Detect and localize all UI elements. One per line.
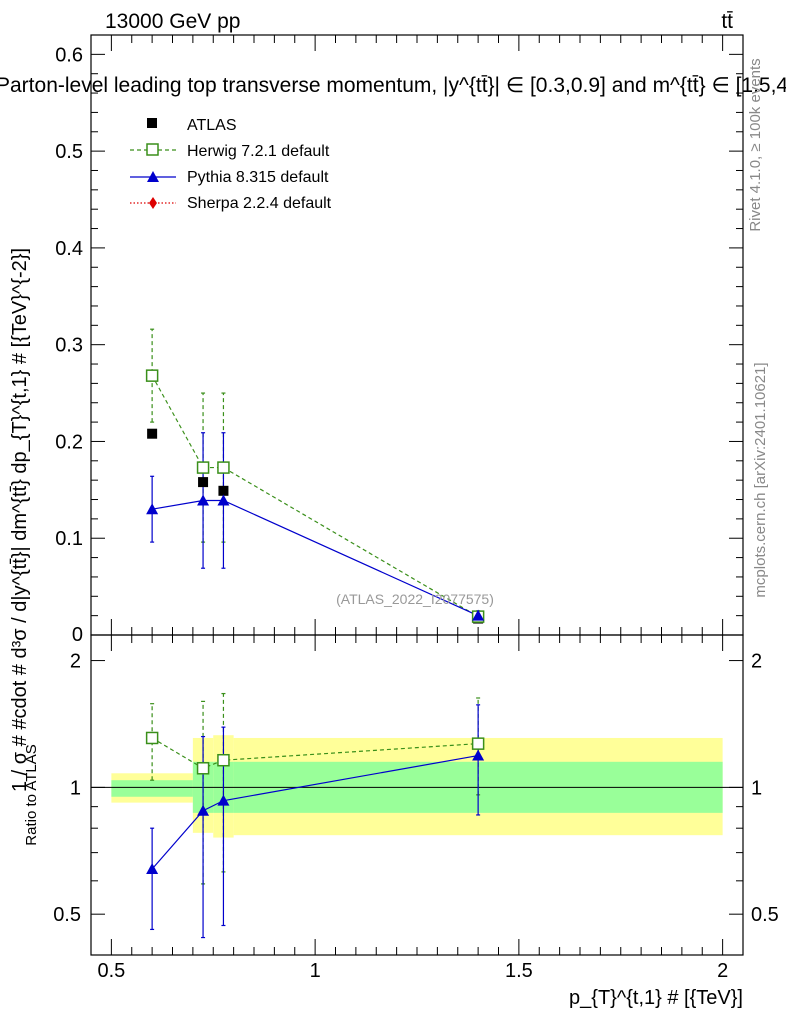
pythia-point bbox=[217, 494, 230, 506]
x-axis-label: p_{T}^{t,1} # [{TeV}] bbox=[569, 987, 743, 1009]
main-y-tick-label: 0.5 bbox=[55, 141, 83, 163]
main-y-tick-label: 0.2 bbox=[55, 431, 83, 453]
pythia-point bbox=[146, 503, 159, 515]
x-tick-label: 1.5 bbox=[505, 960, 533, 982]
axis-ticks: 0.1 0.2 0.3 0.4 0.5 0.6 0 0.5 1 1.5 2 0.5 0.5 1 1 2 2 bbox=[53, 34, 779, 982]
legend-pythia-label: Pythia 8.315 default bbox=[187, 169, 329, 186]
mcplots-side-label: mcplots.cern.ch [arXiv:2401.10621] bbox=[752, 362, 769, 597]
main-y-tick-label: 0.1 bbox=[55, 528, 83, 550]
legend-sherpa-label: Sherpa 2.2.4 default bbox=[187, 195, 332, 212]
pythia-point bbox=[197, 494, 210, 506]
ratio-y-tick-label-right: 0.5 bbox=[751, 904, 779, 926]
x-tick-label: 1 bbox=[310, 960, 321, 982]
herwig-ratio-line bbox=[151, 737, 479, 769]
herwig-ratio-point bbox=[196, 762, 210, 775]
pythia-ratio-point bbox=[146, 863, 159, 875]
pythia-ratio-line bbox=[151, 754, 479, 870]
ratio-y-tick-label: 1 bbox=[70, 777, 81, 799]
atlas-point bbox=[198, 477, 209, 488]
ratio-y-tick-label: 0.5 bbox=[53, 904, 81, 926]
process-label: tt̄ bbox=[721, 10, 733, 33]
ratio-series-group bbox=[145, 692, 485, 939]
herwig-line bbox=[151, 375, 479, 618]
rivet-side-label: Rivet 4.1.0, ≥ 100k events bbox=[747, 58, 764, 231]
herwig-point bbox=[217, 461, 230, 474]
main-y-tick-label: 0.3 bbox=[55, 335, 83, 357]
atlas-point bbox=[218, 485, 229, 496]
legend-herwig-label: Herwig 7.2.1 default bbox=[187, 143, 330, 160]
legend-pythia-marker bbox=[147, 171, 159, 182]
herwig-point bbox=[145, 369, 159, 382]
energy-label: 13000 GeV pp bbox=[105, 10, 240, 33]
main-series-group bbox=[145, 328, 485, 624]
legend: ATLAS Herwig 7.2.1 default Pythia 8.315 … bbox=[130, 117, 332, 212]
legend-atlas-marker bbox=[147, 118, 157, 128]
main-y-tick-label-zero: 0 bbox=[72, 624, 83, 646]
legend-atlas-label: ATLAS bbox=[187, 117, 237, 134]
legend-herwig-marker bbox=[146, 143, 159, 156]
herwig-ratio-point bbox=[217, 753, 230, 767]
main-y-axis-label: 1 / σ # #cdot # d³σ / d|y^{tt̄}| dm^{tt̄… bbox=[9, 248, 31, 792]
herwig-point bbox=[196, 461, 210, 474]
herwig-ratio-point bbox=[471, 737, 485, 750]
ratio-y-tick-label: 2 bbox=[70, 651, 81, 673]
ratio-y-tick-label-right: 2 bbox=[751, 651, 762, 673]
x-tick-label: 0.5 bbox=[97, 960, 125, 982]
pythia-ratio-point bbox=[217, 794, 230, 806]
ratio-band-inner-0 bbox=[111, 780, 193, 797]
ratio-y-tick-label-right: 1 bbox=[751, 777, 762, 799]
ratio-y-axis-label: Ratio to ATLAS bbox=[23, 744, 40, 845]
atlas-point bbox=[147, 428, 158, 439]
pythia-ratio-point bbox=[472, 749, 485, 761]
legend-sherpa-marker bbox=[149, 197, 157, 209]
analysis-watermark: (ATLAS_2022_I2077575) bbox=[336, 591, 494, 607]
x-tick-label: 2 bbox=[717, 960, 728, 982]
main-y-tick-label: 0.6 bbox=[55, 44, 83, 66]
pythia-point bbox=[472, 609, 485, 621]
herwig-ratio-point bbox=[145, 731, 159, 745]
plot-title: Parton-level leading top transverse mome… bbox=[0, 74, 786, 97]
main-y-tick-label: 0.4 bbox=[55, 238, 83, 260]
pythia-line bbox=[152, 499, 479, 617]
pythia-ratio-point bbox=[197, 804, 210, 816]
